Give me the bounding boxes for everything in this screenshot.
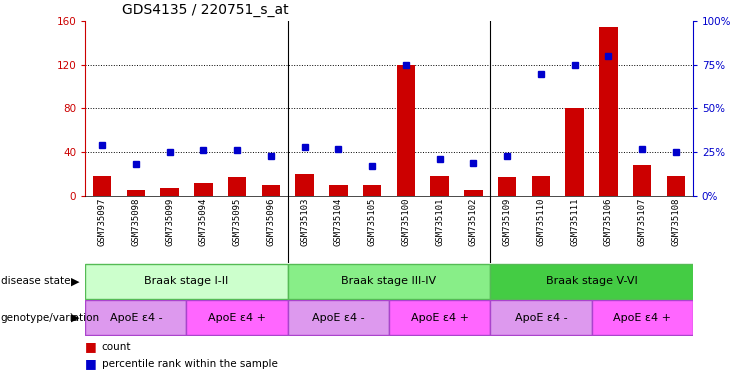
Text: GSM735106: GSM735106	[604, 197, 613, 245]
Bar	[633, 165, 651, 196]
Text: GSM735096: GSM735096	[266, 197, 276, 245]
Text: GSM735111: GSM735111	[570, 197, 579, 245]
Bar	[296, 174, 314, 196]
Text: GSM735101: GSM735101	[435, 197, 444, 245]
Text: GSM735098: GSM735098	[131, 197, 140, 245]
Text: count: count	[102, 342, 131, 352]
Text: Braak stage I-II: Braak stage I-II	[144, 276, 229, 286]
Text: ApoE ε4 +: ApoE ε4 +	[614, 313, 671, 323]
Text: GDS4135 / 220751_s_at: GDS4135 / 220751_s_at	[122, 3, 289, 17]
Text: ApoE ε4 +: ApoE ε4 +	[411, 313, 468, 323]
Bar	[160, 188, 179, 196]
Bar	[262, 185, 280, 196]
Bar	[464, 190, 482, 196]
Bar	[227, 177, 247, 196]
Bar	[93, 176, 111, 196]
Bar	[491, 264, 693, 299]
Text: GSM735108: GSM735108	[671, 197, 680, 245]
Text: GSM735095: GSM735095	[233, 197, 242, 245]
Text: GSM735094: GSM735094	[199, 197, 208, 245]
Text: ■: ■	[85, 340, 97, 353]
Text: GSM735099: GSM735099	[165, 197, 174, 245]
Text: Braak stage III-IV: Braak stage III-IV	[342, 276, 436, 286]
Text: GSM735109: GSM735109	[502, 197, 512, 245]
Text: GSM735100: GSM735100	[402, 197, 411, 245]
Bar	[599, 26, 618, 196]
Text: GSM735105: GSM735105	[368, 197, 376, 245]
Text: genotype/variation: genotype/variation	[1, 313, 100, 323]
Bar	[288, 264, 491, 299]
Text: GSM735103: GSM735103	[300, 197, 309, 245]
Text: GSM735097: GSM735097	[98, 197, 107, 245]
Text: disease state: disease state	[1, 276, 70, 286]
Bar	[288, 300, 389, 335]
Text: ▶: ▶	[71, 313, 79, 323]
Text: Braak stage V-VI: Braak stage V-VI	[545, 276, 637, 286]
Bar	[187, 300, 288, 335]
Text: GSM735110: GSM735110	[536, 197, 545, 245]
Text: ▶: ▶	[71, 276, 79, 286]
Bar	[127, 190, 145, 196]
Bar	[531, 176, 551, 196]
Text: percentile rank within the sample: percentile rank within the sample	[102, 359, 277, 369]
Bar	[329, 185, 348, 196]
Text: GSM735107: GSM735107	[638, 197, 647, 245]
Text: ■: ■	[85, 357, 97, 370]
Text: GSM735102: GSM735102	[469, 197, 478, 245]
Bar	[85, 264, 288, 299]
Bar	[194, 183, 213, 196]
Bar	[491, 300, 591, 335]
Bar	[498, 177, 516, 196]
Text: ApoE ε4 +: ApoE ε4 +	[208, 313, 266, 323]
Text: ApoE ε4 -: ApoE ε4 -	[514, 313, 568, 323]
Bar	[363, 185, 382, 196]
Bar	[396, 65, 415, 196]
Bar	[431, 176, 449, 196]
Text: ApoE ε4 -: ApoE ε4 -	[110, 313, 162, 323]
Bar	[85, 300, 187, 335]
Text: GSM735104: GSM735104	[334, 197, 343, 245]
Bar	[591, 300, 693, 335]
Bar	[565, 109, 584, 196]
Text: ApoE ε4 -: ApoE ε4 -	[312, 313, 365, 323]
Bar	[389, 300, 491, 335]
Bar	[667, 176, 685, 196]
